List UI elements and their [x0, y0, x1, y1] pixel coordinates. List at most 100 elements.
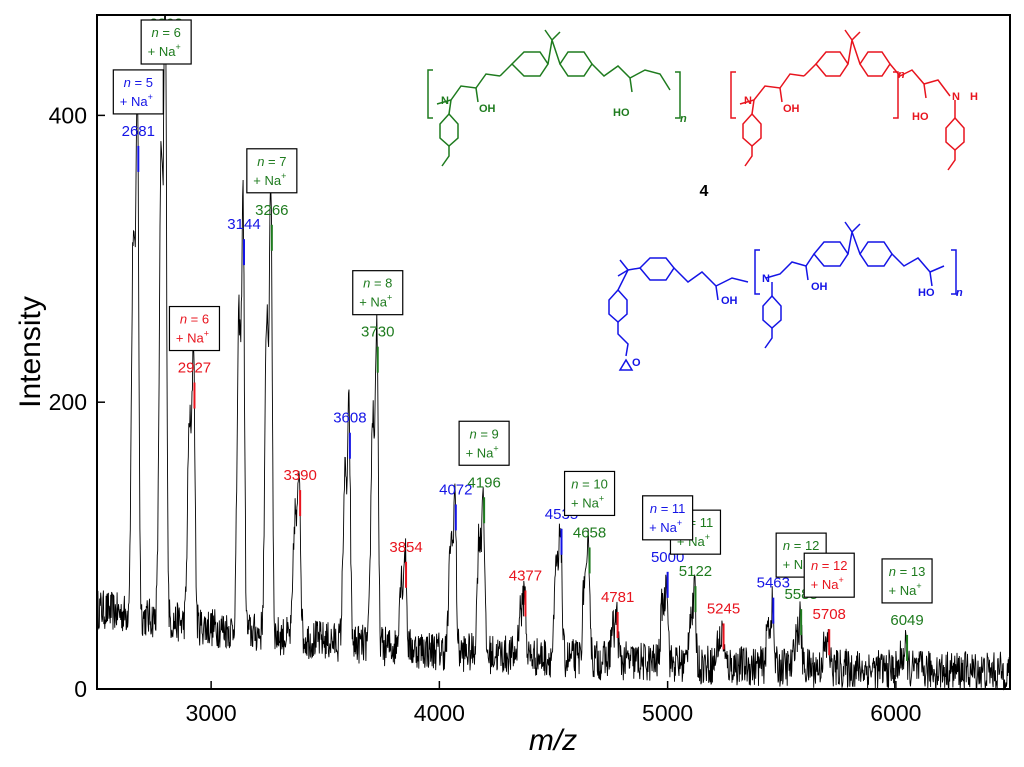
annotation-n-value: = 11 [657, 501, 685, 516]
annotation-n-symbol: n [124, 75, 131, 90]
annotation-ion: + Na [811, 577, 840, 592]
red-oh-label: OH [783, 103, 800, 115]
peak-label-3608: 3608 [333, 410, 366, 427]
annotation-box-red-2927: n = 6 + Na+ [168, 305, 221, 352]
red-n-atom-left: N [744, 95, 752, 107]
peak-label-4196: 4196 [467, 474, 500, 491]
blue-oh-label-2: OH [811, 281, 828, 293]
annotation-charge: + [599, 493, 604, 503]
annotation-box-green-4196: n = 9 + Na+ [458, 420, 510, 466]
blue-oh-label-1: OH [721, 295, 738, 307]
annotation-n-value: = 12 [818, 558, 847, 573]
green-oh-label: OH [479, 103, 496, 115]
annotation-frame [642, 495, 694, 541]
annotation-box-green-2803: n = 6 + Na+ [140, 19, 192, 65]
annotation-charge: + [387, 293, 392, 303]
peak-label-5463: 5463 [757, 575, 790, 592]
green-structure [427, 29, 681, 167]
green-n-label: n [680, 113, 687, 125]
annotation-charge: + [281, 171, 286, 181]
plot-frame [96, 14, 1011, 690]
annotation-n-symbol: n [363, 276, 370, 291]
annotation-n-symbol: n [152, 25, 159, 40]
annotation-frame [246, 148, 298, 194]
y-tick-label-400: 400 [49, 102, 87, 128]
peak-label-2927: 2927 [178, 360, 211, 377]
annotation-frame [168, 305, 221, 352]
annotation-n-text: n = 8 [363, 276, 392, 291]
annotation-ion: + Na [649, 520, 678, 535]
annotation-frame [458, 420, 510, 466]
red-structure [730, 29, 965, 171]
annotation-ion-text: + Na+ [649, 518, 682, 535]
blue-ho-label: HO [918, 287, 935, 299]
annotation-ion-text: + Na+ [120, 92, 153, 109]
blue-structure [608, 221, 957, 371]
annotation-ion: + Na [148, 44, 177, 59]
blue-n-atom: N [762, 273, 770, 285]
annotation-n-value: = 12 [790, 538, 819, 553]
annotation-ion-text: + Na+ [359, 293, 392, 310]
annotation-ion: + Na [889, 583, 918, 598]
annotation-box-green-6049: n = 13 + Na+ [881, 558, 933, 604]
annotation-n-value: = 8 [370, 276, 392, 291]
annotation-n-value: = 6 [159, 25, 181, 40]
peak-label-3390: 3390 [283, 467, 316, 484]
annotation-n-symbol: n [257, 154, 264, 169]
blue-o-atom: O [632, 357, 641, 369]
annotation-n-text: n = 13 [889, 564, 926, 579]
peak-markers: 2681280329273144326633903608373038544072… [122, 15, 924, 661]
peak-label-5708: 5708 [813, 606, 846, 623]
green-n-atom: N [441, 95, 449, 107]
annotation-box-green-3266: n = 7 + Na+ [246, 148, 298, 194]
red-n-atom-right: N [952, 91, 960, 103]
peak-label-4781: 4781 [601, 589, 634, 606]
red-ho-label: HO [912, 111, 929, 123]
peak-label-4072: 4072 [439, 481, 472, 498]
annotation-frame [140, 19, 192, 65]
annotation-n-symbol: n [571, 476, 578, 491]
peak-label-5245: 5245 [707, 600, 740, 617]
y-axis: 0 200 400 [49, 102, 105, 702]
annotation-box-blue-2681: n = 5 + Na+ [112, 69, 164, 115]
y-tick-label-200: 200 [49, 389, 87, 415]
annotation-ion-text: + Na+ [253, 171, 286, 188]
annotation-frame [563, 470, 616, 517]
annotation-n-symbol: n [889, 564, 896, 579]
chemical-structures: n OH HO N n OH HO N N H 4 [427, 29, 978, 371]
annotation-ion-text: + Na+ [148, 42, 181, 59]
annotation-n-symbol: n [783, 538, 790, 553]
annotation-n-symbol: n [811, 558, 818, 573]
annotation-n-value: = 6 [187, 312, 209, 327]
annotation-n-text: n = 5 [124, 75, 153, 90]
spectrum-trace [96, 14, 1011, 691]
annotation-box-blue-5000: n = 11 + Na+ [642, 495, 694, 541]
peak-label-4658: 4658 [573, 524, 606, 541]
annotation-n-text: n = 12 [811, 558, 848, 573]
annotation-charge: + [916, 581, 921, 591]
x-tick-label-3000: 3000 [186, 700, 237, 726]
green-ho-label: HO [613, 107, 630, 119]
annotation-charge: + [677, 518, 682, 528]
annotation-n-text: n = 11 [650, 501, 686, 516]
annotation-box-green-3730: n = 8 + Na+ [352, 270, 404, 316]
annotation-n-value: = 13 [896, 564, 925, 579]
annotation-n-symbol: n [180, 312, 187, 327]
annotation-charge: + [705, 532, 710, 542]
compound-number: 4 [700, 183, 709, 200]
x-tick-label-4000: 4000 [414, 700, 465, 726]
annotation-n-symbol: n [469, 426, 476, 441]
x-axis: 3000 4000 5000 6000 [186, 681, 921, 726]
annotation-charge: + [175, 42, 180, 52]
annotation-ion: + Na [571, 495, 600, 510]
peak-label-3730: 3730 [361, 324, 394, 341]
annotation-ion: + Na [253, 173, 282, 188]
annotation-ion-text: + Na+ [176, 329, 209, 346]
annotation-n-text: n = 12 [783, 538, 820, 553]
annotation-n-value: = 5 [131, 75, 153, 90]
annotation-ion-text: + Na+ [571, 493, 604, 510]
peak-label-4377: 4377 [509, 567, 542, 584]
x-tick-label-5000: 5000 [642, 700, 693, 726]
red-h-atom: H [970, 91, 978, 103]
